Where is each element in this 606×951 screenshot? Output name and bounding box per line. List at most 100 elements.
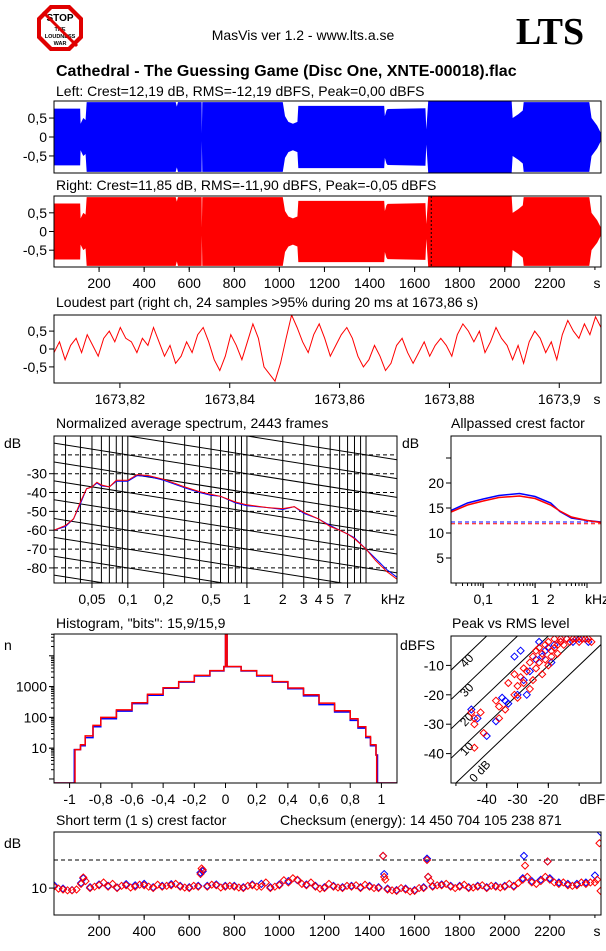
- data-point-right: [153, 880, 162, 889]
- data-point-right: [360, 880, 370, 889]
- crest-diagonal: [451, 636, 519, 700]
- crest-diagonal-label: 10: [457, 739, 477, 759]
- data-point-left: [519, 675, 528, 685]
- data-point-right: [496, 883, 505, 892]
- data-point-right: [550, 636, 559, 644]
- x-tick-label: 2: [547, 591, 555, 607]
- chart-short-term-crest: 10 200 400 600 800 1000 1200 1400 1600 1800 2000 22…: [31, 831, 602, 939]
- right-waveform-title: Right: Crest=11,85 dB, RMS=-11,90 dBFS, …: [56, 177, 436, 193]
- data-point-right: [405, 887, 415, 896]
- data-point-right: [525, 658, 535, 667]
- data-point-right: [378, 851, 388, 861]
- x-tick-label: -0,6: [120, 791, 144, 807]
- histogram-title: Histogram, "bits": 15,9/15,9: [56, 615, 226, 631]
- plot-area: [54, 315, 601, 383]
- data-point-right: [79, 873, 88, 882]
- data-point-right: [547, 652, 556, 661]
- x-tick-label: -0,2: [182, 791, 206, 807]
- data-point-right: [581, 636, 590, 644]
- data-point-right: [494, 702, 504, 711]
- left-waveform-title: Left: Crest=12,19 dB, RMS=-12,19 dBFS, P…: [56, 83, 424, 99]
- data-point-right: [528, 652, 538, 661]
- data-point-right: [401, 885, 410, 894]
- data-point-right: [513, 681, 522, 691]
- data-point-right: [459, 880, 469, 889]
- data-point-right: [559, 878, 568, 887]
- loudest-part-title: Loudest part (right ch, 24 samples >95% …: [56, 294, 478, 310]
- y-tick-label: 10: [31, 880, 47, 896]
- data-point-right: [520, 861, 530, 870]
- data-point-right: [446, 882, 455, 891]
- data-point-right: [536, 876, 546, 886]
- data-point-right: [504, 678, 513, 688]
- data-point-right: [478, 881, 487, 890]
- x-tick-label: 600: [178, 923, 202, 939]
- data-point-right: [537, 670, 547, 679]
- data-point-right: [470, 743, 479, 752]
- data-point-left: [543, 857, 552, 866]
- data-point-right: [297, 879, 307, 889]
- y-tick-label: 0: [39, 129, 47, 145]
- x-tick-label: -40: [477, 791, 497, 807]
- data-point-left: [522, 690, 531, 700]
- x-tick-label: 600: [178, 275, 202, 291]
- data-point-right: [531, 664, 541, 673]
- x-tick-label: 400: [132, 923, 156, 939]
- data-point-right: [476, 708, 485, 717]
- checksum-text: Checksum (energy): 14 450 704 105 238 87…: [280, 812, 562, 828]
- x-tick-label: 0,05: [78, 591, 105, 607]
- data-point-right: [81, 876, 90, 886]
- y-tick-label: 20: [428, 475, 444, 491]
- y-tick-label: -20: [424, 687, 444, 703]
- pink-noise-slope-line: [54, 442, 397, 498]
- y-tick-label: -10: [424, 657, 444, 673]
- data-point-left: [422, 854, 432, 863]
- data-point-left: [572, 879, 582, 889]
- x-tick-label: -1: [63, 791, 76, 807]
- data-point-right: [248, 881, 257, 890]
- chart-spectrum: -30 -40 -50 -60 -70 -80 0,05 0,1 0,2 0,5 1 2 3 4 5 7 kHz: [27, 435, 405, 607]
- data-point-right: [568, 881, 577, 891]
- data-point-right: [171, 879, 180, 889]
- x-tick-label: 2: [279, 591, 287, 607]
- x-tick-label: 2200: [534, 923, 565, 939]
- plot-area: [54, 196, 601, 267]
- spectrum-ylabel: dB: [4, 435, 21, 451]
- x-tick-label: 1: [243, 591, 251, 607]
- data-point-right: [516, 672, 525, 682]
- plot-frame: [53, 831, 602, 916]
- x-unit-label: kHz: [381, 591, 405, 607]
- crest-diagonal-label: 0 dB: [466, 757, 493, 785]
- data-point-left: [130, 881, 140, 890]
- chart-histogram: 10 100 1000 -1 -0,8 -0,6 -0,4 -0,2 0 0,2 0,4 0,6 0,8…: [16, 633, 398, 807]
- pink-noise-slope-line: [243, 436, 397, 461]
- data-point-right: [221, 882, 230, 891]
- x-tick-label: 1200: [309, 275, 340, 291]
- crest-diagonal: [455, 644, 601, 783]
- data-point-left: [467, 705, 476, 714]
- allpass-ylabel: dB: [402, 435, 419, 451]
- crest-diagonal-label: 30: [457, 680, 477, 700]
- pink-noise-slope-line: [54, 461, 397, 517]
- data-point-right: [351, 881, 361, 890]
- y-tick-label: -60: [27, 522, 47, 538]
- data-point-right: [505, 879, 514, 889]
- x-tick-label: 0,4: [278, 791, 298, 807]
- data-point-right: [198, 865, 207, 875]
- data-point-right: [527, 878, 537, 887]
- data-point-right: [356, 883, 365, 893]
- y-tick-label: -80: [27, 560, 47, 576]
- pink-noise-slope-line: [54, 499, 397, 555]
- data-point-right: [545, 875, 555, 884]
- app-title: MasVis ver 1.2 - www.lts.a.se: [212, 27, 395, 43]
- data-point-left: [275, 880, 284, 889]
- x-tick-label: 1673,84: [204, 391, 255, 407]
- data-point-right: [437, 881, 446, 890]
- data-point-right: [144, 882, 153, 891]
- data-point-right: [574, 637, 584, 647]
- data-point-left: [266, 883, 275, 892]
- data-point-right: [473, 882, 482, 891]
- plot-frame: [450, 435, 602, 584]
- data-point-left: [401, 884, 410, 893]
